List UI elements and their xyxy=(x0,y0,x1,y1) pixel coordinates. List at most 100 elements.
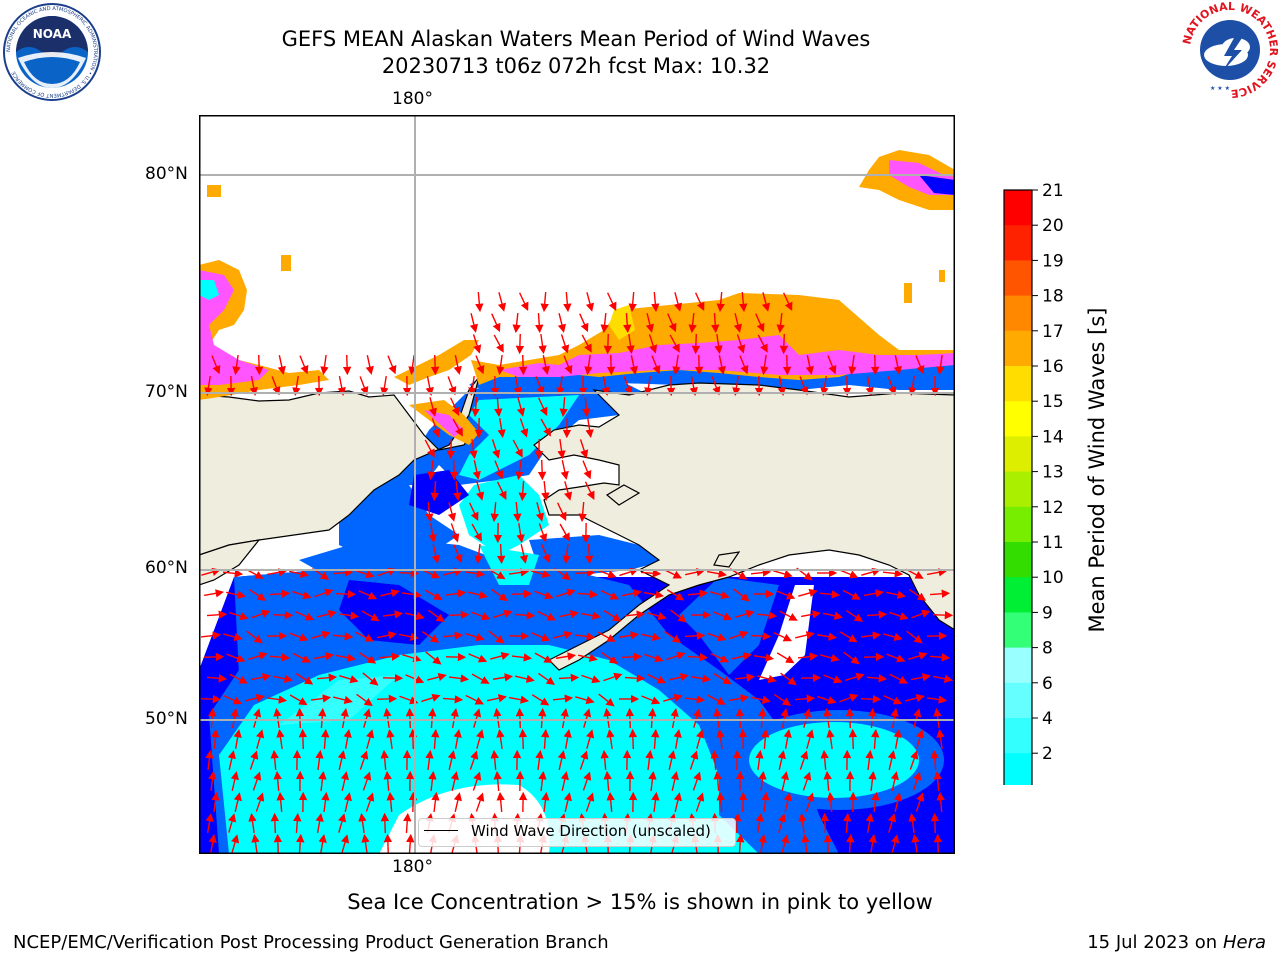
wave-direction-arrow xyxy=(866,674,888,683)
wave-direction-arrow xyxy=(579,750,589,770)
wave-direction-arrow xyxy=(753,653,775,662)
wave-direction-arrow xyxy=(516,522,525,544)
wave-direction-arrow xyxy=(865,812,874,834)
wave-direction-arrow xyxy=(839,631,858,643)
wave-direction-arrow xyxy=(475,792,485,812)
wave-direction-arrow xyxy=(865,749,874,771)
wave-direction-arrow xyxy=(211,728,220,750)
wave-direction-arrow xyxy=(448,610,470,620)
wave-direction-arrow xyxy=(431,791,440,813)
wave-direction-arrow xyxy=(266,695,288,704)
wave-direction-arrow xyxy=(468,653,488,663)
wave-direction-arrow xyxy=(469,313,478,333)
wave-direction-arrow xyxy=(256,729,265,749)
wave-direction-arrow xyxy=(777,750,786,770)
wave-direction-arrow xyxy=(739,291,748,313)
colorbar-tick-label: 13 xyxy=(1042,463,1064,483)
wave-direction-arrow xyxy=(776,590,796,600)
wave-direction-arrow xyxy=(800,610,822,619)
lon-label-bottom: 180° xyxy=(392,857,433,877)
wave-direction-arrow xyxy=(687,653,709,662)
wave-direction-arrow xyxy=(827,355,837,375)
lon-label-top: 180° xyxy=(392,89,433,109)
wave-direction-arrow xyxy=(930,749,939,771)
wave-direction-arrow xyxy=(421,631,440,643)
wave-direction-arrow xyxy=(405,674,425,684)
wave-direction-arrow xyxy=(882,569,904,578)
wave-direction-arrow xyxy=(579,313,589,333)
wave-direction-arrow xyxy=(427,459,436,481)
wave-direction-arrow xyxy=(603,672,623,682)
colorbar-segment xyxy=(1004,225,1032,261)
wave-direction-arrow xyxy=(666,589,685,601)
wave-direction-arrow xyxy=(446,438,456,460)
wave-direction-arrow xyxy=(252,771,262,791)
wave-direction-arrow xyxy=(733,588,750,602)
wave-direction-arrow xyxy=(518,292,529,312)
wave-direction-arrow xyxy=(780,672,797,686)
wave-direction-arrow xyxy=(289,632,309,642)
wave-direction-arrow xyxy=(585,792,595,812)
wave-direction-arrow xyxy=(628,728,638,750)
wave-direction-arrow xyxy=(909,750,919,770)
wave-direction-arrow xyxy=(491,313,501,333)
gridlines xyxy=(199,115,955,854)
wave-direction-arrow xyxy=(205,749,214,771)
wave-direction-arrow xyxy=(424,439,435,458)
wave-direction-arrow xyxy=(802,771,812,791)
wave-direction-arrow xyxy=(399,632,419,641)
wave-direction-arrow xyxy=(471,611,491,621)
wave-direction-arrow xyxy=(377,567,397,577)
wave-direction-arrow xyxy=(487,694,507,703)
wave-direction-arrow xyxy=(424,589,443,601)
wave-direction-arrow xyxy=(471,523,482,542)
wave-direction-arrow xyxy=(893,355,902,375)
wave-direction-arrow xyxy=(600,312,609,334)
wave-direction-arrow xyxy=(819,590,841,599)
wave-direction-arrow xyxy=(717,355,726,375)
wave-direction-arrow xyxy=(251,609,271,619)
wave-direction-arrow xyxy=(580,611,602,620)
bering-strait-waters xyxy=(339,380,669,585)
colorbar-tick-label: 16 xyxy=(1042,357,1064,377)
wave-direction-arrow xyxy=(333,695,353,704)
wave-direction-arrow xyxy=(710,591,730,600)
wave-direction-arrow xyxy=(336,653,356,662)
wave-direction-arrow xyxy=(406,833,415,854)
wave-direction-arrow xyxy=(355,569,375,579)
colorbar-segment xyxy=(1004,647,1032,684)
wave-direction-arrow xyxy=(826,728,835,750)
wave-direction-arrow xyxy=(758,833,767,854)
wave-direction-arrow xyxy=(651,791,660,813)
wave-direction-arrow xyxy=(447,376,457,396)
wave-direction-arrow xyxy=(428,609,445,623)
wave-direction-arrow xyxy=(707,632,727,642)
wave-direction-arrow xyxy=(494,396,503,418)
wave-direction-arrow xyxy=(359,750,369,770)
wave-direction-arrow xyxy=(314,588,334,598)
wave-direction-arrow xyxy=(883,695,903,705)
wave-direction-arrow xyxy=(640,569,662,578)
colorbar-segment xyxy=(1004,260,1032,297)
wave-direction-arrow xyxy=(277,355,286,375)
wave-direction-arrow xyxy=(230,771,239,791)
colorbar-tick-label: 19 xyxy=(1042,251,1064,271)
wave-direction-arrow xyxy=(337,376,346,396)
wave-direction-arrow xyxy=(908,651,928,661)
wave-direction-arrow xyxy=(318,833,327,854)
wave-direction-arrow xyxy=(338,611,360,620)
wave-direction-arrow xyxy=(871,791,880,813)
wave-direction-arrow xyxy=(537,459,547,481)
wave-direction-arrow xyxy=(628,291,637,313)
wave-direction-arrow xyxy=(585,292,595,312)
wave-direction-arrow xyxy=(512,439,523,458)
sea-ice xyxy=(199,150,955,445)
wave-direction-arrow xyxy=(711,312,720,334)
wave-direction-arrow xyxy=(248,812,257,834)
wave-direction-arrow xyxy=(431,418,441,438)
wave-direction-arrow xyxy=(246,630,263,644)
colorbar-segment xyxy=(1004,506,1032,543)
wave-direction-arrow xyxy=(298,728,308,750)
colorbar-tick-label: 2 xyxy=(1042,744,1053,764)
wave-direction-arrow xyxy=(514,611,536,620)
